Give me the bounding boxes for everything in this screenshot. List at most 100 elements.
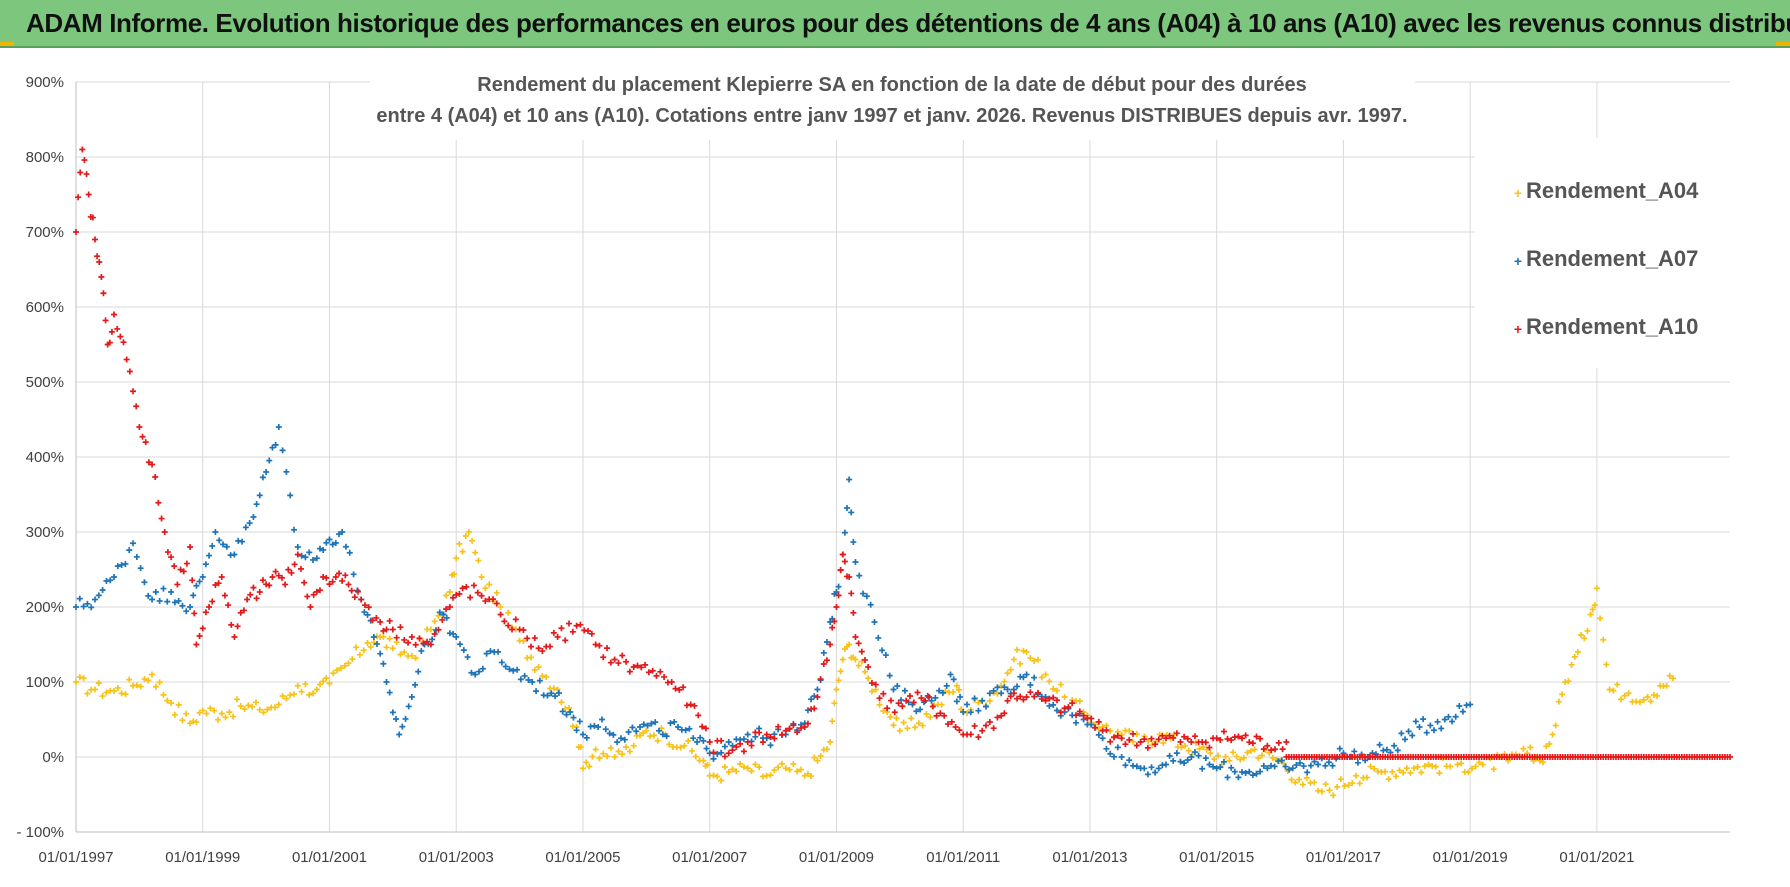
point-rendement-a07-fill [399, 723, 406, 730]
point-rendement-a04 [453, 555, 460, 562]
point-rendement-a10-fill [861, 656, 868, 663]
point-rendement-a04 [389, 645, 396, 652]
point-rendement-a07-fill [1195, 752, 1202, 759]
point-rendement-a07-fill [576, 718, 583, 725]
point-rendement-a10-fill [380, 627, 387, 634]
point-rendement-a10-fill [1095, 718, 1102, 725]
point-rendement-a10-fill [456, 590, 463, 597]
point-rendement-a04-fill [835, 677, 842, 684]
point-rendement-a04-fill [1200, 744, 1207, 751]
point-rendement-a07-fill [389, 709, 396, 716]
y-tick-label: 100% [26, 674, 64, 691]
point-rendement-a10 [478, 592, 485, 599]
point-rendement-a10-fill [550, 629, 557, 636]
point-rendement-a07-fill [179, 602, 186, 609]
point-rendement-a04-fill [1258, 752, 1265, 759]
point-rendement-a07-fill [1235, 774, 1242, 781]
point-rendement-a10-fill [424, 638, 431, 645]
point-rendement-a07-fill [290, 526, 297, 533]
point-rendement-a10 [1023, 694, 1030, 700]
point-rendement-a07-fill [1420, 716, 1427, 723]
point-rendement-a04-fill [1233, 753, 1240, 760]
point-rendement-a07 [370, 634, 377, 640]
point-rendement-a04-fill [1244, 749, 1251, 756]
point-rendement-a07-fill [633, 728, 640, 735]
y-tick-label: 900% [26, 74, 64, 91]
point-rendement-a04-fill [797, 766, 804, 773]
point-rendement-a10-fill [1027, 689, 1034, 696]
point-rendement-a04-fill [1447, 763, 1454, 770]
point-rendement-a07-fill [1409, 732, 1416, 739]
point-rendement-a04-fill [1468, 765, 1475, 772]
point-rendement-a07-fill [614, 739, 621, 746]
x-tick-label: 01/01/2003 [419, 849, 494, 866]
point-rendement-a04-fill [938, 701, 945, 708]
point-rendement-a07-fill [1181, 759, 1188, 766]
point-rendement-a07-fill [160, 585, 167, 592]
legend-label-a04: Rendement_A04 [1526, 178, 1699, 203]
banner: ADAM Informe. Evolution historique des p… [0, 0, 1790, 48]
point-rendement-a10-fill [397, 624, 404, 631]
point-rendement-a07-fill [570, 714, 577, 721]
data-points [73, 146, 1733, 799]
point-rendement-a10-fill [439, 616, 446, 623]
point-rendement-a10-fill [1275, 739, 1282, 746]
point-rendement-a07-fill [1155, 765, 1162, 772]
point-rendement-a10-fill [1004, 697, 1011, 704]
point-rendement-a07-fill [1173, 750, 1180, 757]
point-rendement-a07-fill [443, 614, 450, 621]
point-rendement-a07-fill [1231, 768, 1238, 775]
point-rendement-a04 [643, 727, 650, 734]
point-rendement-a10-fill [1155, 736, 1162, 743]
point-rendement-a10-fill [775, 723, 782, 730]
point-rendement-a07-fill [1073, 719, 1079, 726]
point-rendement-a04-fill [1229, 749, 1236, 756]
point-rendement-a07-fill [517, 676, 524, 683]
point-rendement-a04-fill [1527, 744, 1534, 751]
point-rendement-a07-fill [1031, 674, 1038, 681]
point-rendement-a07-fill [1095, 731, 1102, 738]
point-rendement-a07-fill [835, 583, 842, 590]
point-rendement-a07-fill [552, 693, 559, 700]
point-rendement-a04-fill [1303, 774, 1310, 781]
point-rendement-a04-fill [203, 710, 210, 717]
point-rendement-a10 [706, 739, 713, 745]
point-rendement-a04 [1315, 787, 1322, 794]
point-rendement-a10-fill [234, 623, 241, 630]
point-rendement-a04-fill [1389, 768, 1396, 775]
point-rendement-a10-fill [820, 661, 827, 668]
point-rendement-a07-fill [1020, 674, 1027, 681]
point-rendement-a10-fill [844, 573, 851, 580]
point-rendement-a04-fill [1130, 738, 1137, 745]
point-rendement-a10-fill [1220, 728, 1227, 735]
point-rendement-a10-fill [661, 673, 668, 680]
point-rendement-a04-fill [401, 649, 408, 656]
point-rendement-a10-fill [75, 194, 82, 201]
point-rendement-a04-fill [459, 548, 466, 555]
point-rendement-a07-fill [171, 599, 178, 606]
point-rendement-a07 [263, 469, 270, 475]
point-rendement-a10-fill [1133, 742, 1140, 749]
point-rendement-a04-fill [1589, 606, 1596, 613]
point-rendement-a07-fill [126, 547, 133, 554]
point-rendement-a10 [282, 581, 289, 588]
y-tick-label: 500% [26, 374, 64, 391]
point-rendement-a10-fill [910, 699, 917, 706]
point-rendement-a04-fill [543, 674, 550, 681]
point-rendement-a07-fill [1141, 765, 1148, 772]
point-rendement-a04 [497, 604, 504, 610]
point-rendement-a10-fill [596, 642, 603, 649]
point-rendement-a07-fill [418, 647, 425, 654]
point-rendement-a10-fill [225, 602, 232, 609]
point-rendement-a10 [79, 146, 86, 153]
point-rendement-a04-fill [469, 537, 476, 544]
point-rendement-a10-fill [1170, 734, 1177, 741]
point-rendement-a07-fill [856, 572, 863, 579]
point-rendement-a10-fill [196, 633, 203, 640]
point-rendement-a07 [250, 514, 257, 520]
point-rendement-a10-fill [710, 749, 717, 756]
point-rendement-a10-fill [351, 594, 358, 601]
point-rendement-a04 [1207, 750, 1214, 757]
point-rendement-a04-fill [386, 635, 393, 642]
point-rendement-a07-fill [84, 600, 91, 607]
